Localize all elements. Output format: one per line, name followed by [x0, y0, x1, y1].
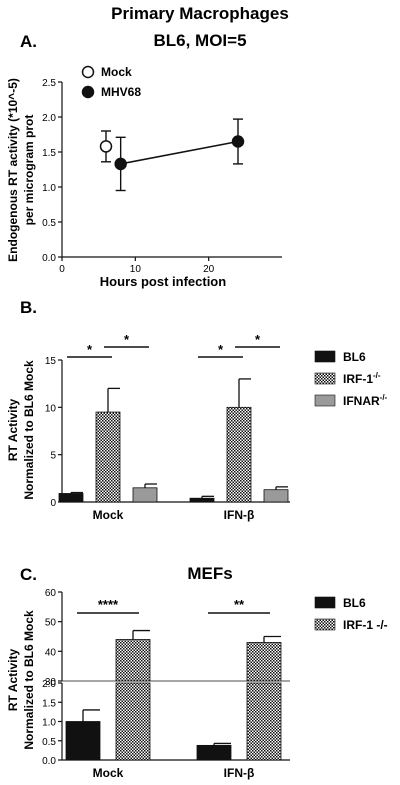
chart-marks: 0.0 0.5 1.0 1.5 2.0 2.5 0 10 20 Mock MHV68 0 5 10 15 Mo… — [42, 65, 388, 780]
panel-b-category-label: IFN-β — [224, 508, 255, 522]
panel-b-significance-label: * — [218, 342, 224, 357]
panel-b-bar-bl6 — [58, 493, 84, 503]
panel-b-bar-irf-1 — [95, 411, 121, 503]
panel-b-ytick-label: 5 — [50, 451, 56, 462]
panel-a-ytick-label: 0.0 — [42, 253, 56, 264]
panel-c-bar-bl6 — [65, 721, 101, 761]
panel-b-significance-label: * — [87, 342, 93, 357]
panel-b-legend-label-irf-1: IRF-1-/- — [343, 371, 381, 386]
panel-c-significance-label: **** — [98, 597, 119, 612]
panel-b-legend-superscript: -/- — [380, 393, 388, 402]
panel-b-label: B. — [20, 298, 37, 317]
panel-c-significance-label: ** — [234, 597, 245, 612]
panel-b-ytick-label: 0 — [50, 498, 56, 509]
panel-b-bar-ifnar — [132, 487, 158, 503]
panel-a-xtick-label: 10 — [130, 264, 142, 275]
panel-c-ytick-label-upper: 40 — [45, 647, 57, 658]
panel-b-significance-label: * — [124, 332, 130, 347]
panel-c-ytick-label-lower: 0.5 — [42, 737, 56, 748]
panel-a-point-mhv68 — [114, 157, 127, 171]
panel-a-point-mhv68 — [231, 135, 245, 148]
panel-c-category-label: IFN-β — [224, 766, 255, 780]
panel-b-ytick-label: 15 — [45, 356, 57, 367]
panel-a-legend-label-mock: Mock — [101, 65, 132, 79]
panel-b-ytick-label: 10 — [45, 403, 57, 414]
panel-a-legend-marker-mock — [81, 65, 95, 79]
panel-a-xtick-label: 20 — [203, 264, 215, 275]
panel-a-legend-label-mhv68: MHV68 — [101, 85, 141, 99]
panel-b-bar-ifnar — [263, 489, 289, 503]
panel-a-xlabel: Hours post infection — [100, 274, 226, 289]
panel-a-label: A. — [20, 32, 37, 51]
panel-b-legend-label-ifnar: IFNAR-/- — [343, 393, 388, 408]
panel-c-ytick-label-lower: 2.0 — [42, 679, 56, 690]
panel-a-point-mock — [99, 140, 113, 153]
panel-c-ytick-label-lower: 1.0 — [42, 718, 56, 729]
panel-c-bar-upper-part-irf-1 — [246, 642, 282, 682]
panel-a-ytick-label: 0.5 — [42, 218, 56, 229]
panel-c-ytick-label-upper: 50 — [45, 618, 57, 629]
panel-c-bar-upper-part-irf-1 — [115, 639, 151, 682]
panel-a-line-mhv68 — [120, 140, 239, 165]
panel-a-ylabel-line2: per microgram prot — [22, 115, 36, 226]
panel-a-ytick-label: 2.5 — [42, 78, 56, 89]
panel-b-legend-swatch-ifnar — [314, 394, 336, 407]
panel-a-ylabel-line1: Endogenous RT activity (*10^-5) — [6, 78, 20, 262]
panel-b-bar-irf-1 — [226, 406, 252, 503]
panel-c-legend-label-irf-1: IRF-1 -/- — [343, 618, 388, 632]
panel-b-legend-label-bl6: BL6 — [343, 350, 366, 364]
panel-c-title: MEFs — [187, 564, 232, 583]
panel-c-bar-lower-part-irf-1 — [115, 682, 151, 761]
panel-a-ytick-label: 1.0 — [42, 183, 56, 194]
panel-c-legend-swatch-bl6 — [314, 596, 336, 609]
panel-c-bar-bl6 — [196, 744, 232, 761]
panel-c-ytick-label-lower: 1.5 — [42, 698, 56, 709]
panel-a-ytick-label: 1.5 — [42, 148, 56, 159]
panel-a-title: Primary Macrophages — [111, 4, 289, 23]
panel-c-legend-label-bl6: BL6 — [343, 596, 366, 610]
panel-b-legend-swatch-bl6 — [314, 350, 336, 363]
panel-b-ylabel-line1: RT Activity — [6, 399, 20, 462]
panel-c-ylabel-line2: Normalized to BL6 Mock — [22, 610, 36, 750]
panel-c-ytick-label-upper: 30 — [45, 677, 57, 688]
panel-b-bar-bl6 — [189, 497, 215, 503]
panel-a-legend-marker-mhv68 — [81, 85, 95, 99]
panel-b-legend-swatch-irf-1 — [314, 372, 336, 385]
panel-c-legend-swatch-irf-1 — [314, 618, 336, 631]
panel-c-ytick-label-lower: 0.0 — [42, 756, 56, 767]
panel-c-label: C. — [20, 565, 37, 584]
panel-a-xtick-label: 0 — [59, 264, 65, 275]
panel-c-ytick-label-upper: 60 — [45, 588, 57, 599]
panel-a-ytick-label: 2.0 — [42, 113, 56, 124]
panel-c-category-label: Mock — [93, 766, 124, 780]
panel-c-ylabel-line1: RT Activity — [6, 649, 20, 712]
panel-a-subtitle: BL6, MOI=5 — [153, 31, 246, 50]
panel-b-significance-label: * — [255, 332, 261, 347]
panel-b-ylabel-line2: Normalized to BL6 Mock — [22, 360, 36, 500]
panel-c-bar-lower-part-irf-1 — [246, 682, 282, 761]
panel-b-legend-superscript: -/- — [373, 371, 381, 380]
panel-b-category-label: Mock — [93, 508, 124, 522]
